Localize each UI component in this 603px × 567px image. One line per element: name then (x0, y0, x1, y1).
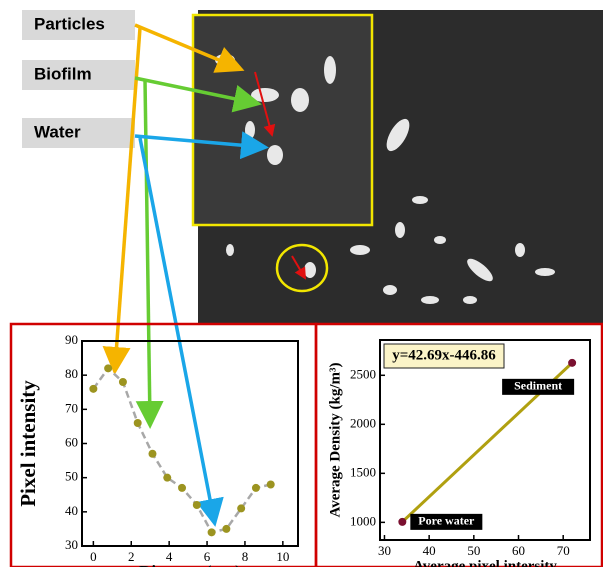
data-point (104, 364, 112, 372)
label-particles: Particles (34, 14, 105, 33)
chart: 30 40 50 60 70 1000 1500 2000 2500 Average pixel … (327, 340, 590, 567)
data-point (208, 528, 216, 536)
data-point (119, 378, 127, 386)
data-point (252, 484, 260, 492)
label-water: Water (34, 122, 81, 141)
chart: 024681030405060708090Distance (μm)Pixel … (16, 332, 298, 567)
x-tick-label: 50 (467, 543, 480, 558)
x-tick-label: 60 (512, 543, 525, 558)
y-tick-label: 1500 (350, 464, 376, 479)
equation: y=42.69x-446.86 (392, 347, 496, 363)
data-point (134, 419, 142, 427)
data-point (178, 484, 186, 492)
y-tick-label: 40 (65, 503, 78, 518)
y-tick-label: 80 (65, 366, 78, 381)
y-axis-label: Average Density (kg/m³) (327, 362, 343, 517)
x-tick-label: 40 (423, 543, 436, 558)
y-tick-label: 2500 (350, 366, 376, 381)
label-biofilm: Biofilm (34, 64, 92, 83)
data-point (222, 525, 230, 533)
data-point (148, 450, 156, 458)
data-point (237, 504, 245, 512)
data-point (398, 518, 406, 526)
ct-image (192, 10, 603, 325)
y-tick-label: 70 (65, 400, 78, 415)
y-tick-label: 90 (65, 332, 78, 347)
data-point (89, 385, 97, 393)
x-tick-label: 8 (242, 549, 249, 564)
y-tick-label: 60 (65, 434, 78, 449)
image-labels: Particles Biofilm Water (22, 10, 135, 148)
point-label: Pore water (418, 514, 475, 528)
x-axis-label: Distance (μm) (139, 562, 241, 567)
y-axis-label: Pixel intensity (16, 380, 40, 507)
data-point (193, 501, 201, 509)
x-axis-label: Average pixel intersity (413, 558, 557, 567)
x-tick-label: 0 (90, 549, 97, 564)
plot-frame (380, 340, 590, 540)
x-tick-label: 2 (128, 549, 135, 564)
figure: Particles Biofilm Water 0246810304050607… (0, 0, 603, 567)
y-tick-label: 50 (65, 469, 78, 484)
data-point (163, 474, 171, 482)
plot-frame (82, 341, 298, 546)
y-tick-label: 1000 (350, 513, 376, 528)
data-point (568, 359, 576, 367)
x-tick-label: 30 (378, 543, 391, 558)
x-tick-label: 70 (557, 543, 570, 558)
y-tick-label: 2000 (350, 415, 376, 430)
data-point (267, 481, 275, 489)
point-label: Sediment (514, 379, 562, 393)
y-tick-label: 30 (65, 537, 78, 552)
panel-border (11, 324, 316, 567)
x-tick-label: 10 (276, 549, 289, 564)
